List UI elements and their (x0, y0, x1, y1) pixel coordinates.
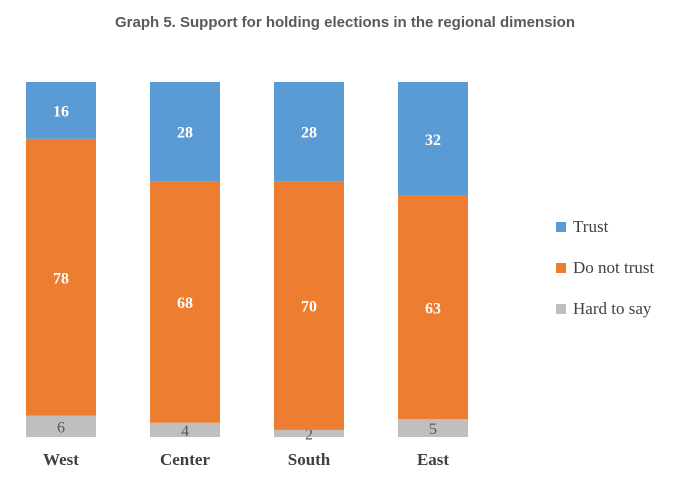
bar-hard-to-say-west (26, 415, 96, 437)
data-label-do-not-trust-center: 68 (177, 295, 193, 312)
data-label-trust-center: 28 (177, 125, 193, 142)
bar-do-not-trust-center (150, 181, 220, 423)
bar-hard-to-say-south (274, 429, 344, 437)
legend-item-trust: Trust (556, 206, 654, 247)
data-label-hard-to-say-west: 6 (57, 419, 65, 436)
legend-swatch-trust (556, 221, 566, 232)
data-label-hard-to-say-center: 4 (181, 423, 189, 440)
legend-label-hard-to-say: Hard to say (573, 298, 652, 318)
legend-item-hard-to-say: Hard to say (556, 288, 654, 329)
legend-swatch-do-not-trust (556, 262, 566, 273)
data-label-do-not-trust-west: 78 (53, 270, 69, 287)
bar-trust-west (26, 82, 96, 139)
category-label-center: Center (160, 450, 210, 469)
chart-title: Graph 5. Support for holding elections i… (114, 14, 576, 31)
category-label-east: East (417, 450, 449, 469)
legend-label-trust: Trust (573, 216, 609, 236)
legend-swatch-hard-to-say (556, 303, 566, 314)
data-label-do-not-trust-east: 63 (425, 300, 441, 317)
bar-do-not-trust-east (398, 195, 468, 420)
data-label-do-not-trust-south: 70 (301, 299, 317, 316)
bar-trust-south (274, 82, 344, 182)
bar-do-not-trust-west (26, 138, 96, 416)
bar-trust-east (398, 82, 468, 196)
data-label-hard-to-say-south: 2 (305, 426, 313, 443)
data-label-trust-east: 32 (425, 132, 441, 149)
category-label-west: West (43, 450, 79, 469)
bar-do-not-trust-south (274, 181, 344, 430)
legend-label-do-not-trust: Do not trust (573, 257, 655, 277)
bar-hard-to-say-center (150, 422, 220, 437)
data-label-trust-west: 16 (53, 103, 69, 120)
bar-trust-center (150, 82, 220, 182)
category-label-south: South (288, 450, 331, 469)
legend-item-do-not-trust: Do not trust (556, 247, 654, 288)
data-label-trust-south: 28 (301, 125, 317, 142)
legend: Trust Do not trust Hard to say (556, 206, 654, 329)
data-label-hard-to-say-east: 5 (429, 421, 437, 438)
bar-hard-to-say-east (398, 419, 468, 437)
